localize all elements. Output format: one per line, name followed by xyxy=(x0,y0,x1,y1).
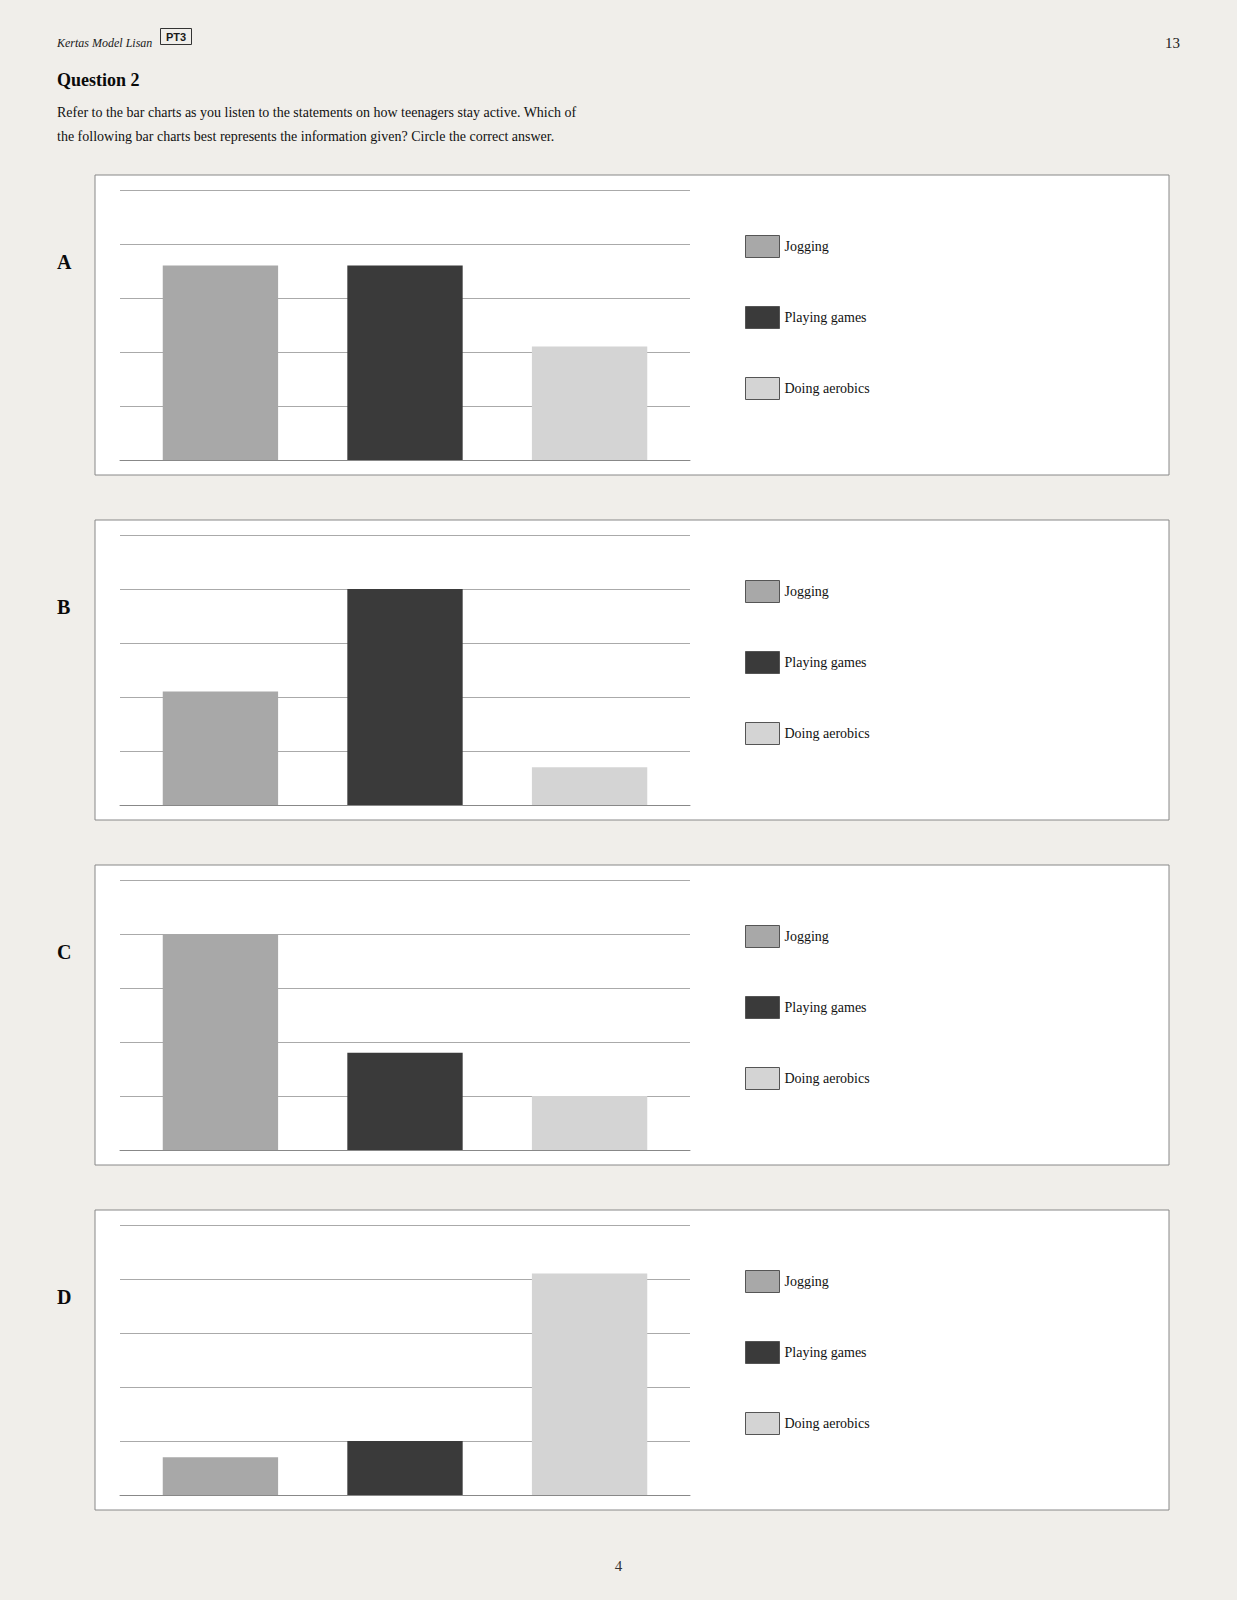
svg-text:PT3: PT3 xyxy=(166,31,186,43)
svg-text:Refer to the bar charts as you: Refer to the bar charts as you listen to… xyxy=(57,105,576,120)
svg-text:A: A xyxy=(57,251,72,273)
svg-text:Jogging: Jogging xyxy=(785,584,829,599)
svg-text:13: 13 xyxy=(1165,35,1180,51)
svg-text:Playing games: Playing games xyxy=(785,655,867,670)
svg-text:Jogging: Jogging xyxy=(785,929,829,944)
svg-text:D: D xyxy=(57,1286,71,1308)
svg-text:Jogging: Jogging xyxy=(785,239,829,254)
svg-text:4: 4 xyxy=(615,1558,623,1574)
svg-text:B: B xyxy=(57,596,70,618)
svg-text:Playing games: Playing games xyxy=(785,1345,867,1360)
svg-text:Playing games: Playing games xyxy=(785,1000,867,1015)
svg-text:Doing aerobics: Doing aerobics xyxy=(785,381,870,396)
svg-text:Doing aerobics: Doing aerobics xyxy=(785,726,870,741)
svg-text:Jogging: Jogging xyxy=(785,1274,829,1289)
svg-text:Question 2: Question 2 xyxy=(57,70,140,90)
svg-text:Doing aerobics: Doing aerobics xyxy=(785,1416,870,1431)
svg-text:Playing games: Playing games xyxy=(785,310,867,325)
svg-text:Doing aerobics: Doing aerobics xyxy=(785,1071,870,1086)
svg-text:Kertas Model Lisan: Kertas Model Lisan xyxy=(56,36,152,50)
svg-text:the following bar charts best: the following bar charts best represents… xyxy=(57,129,554,144)
svg-text:C: C xyxy=(57,941,71,963)
